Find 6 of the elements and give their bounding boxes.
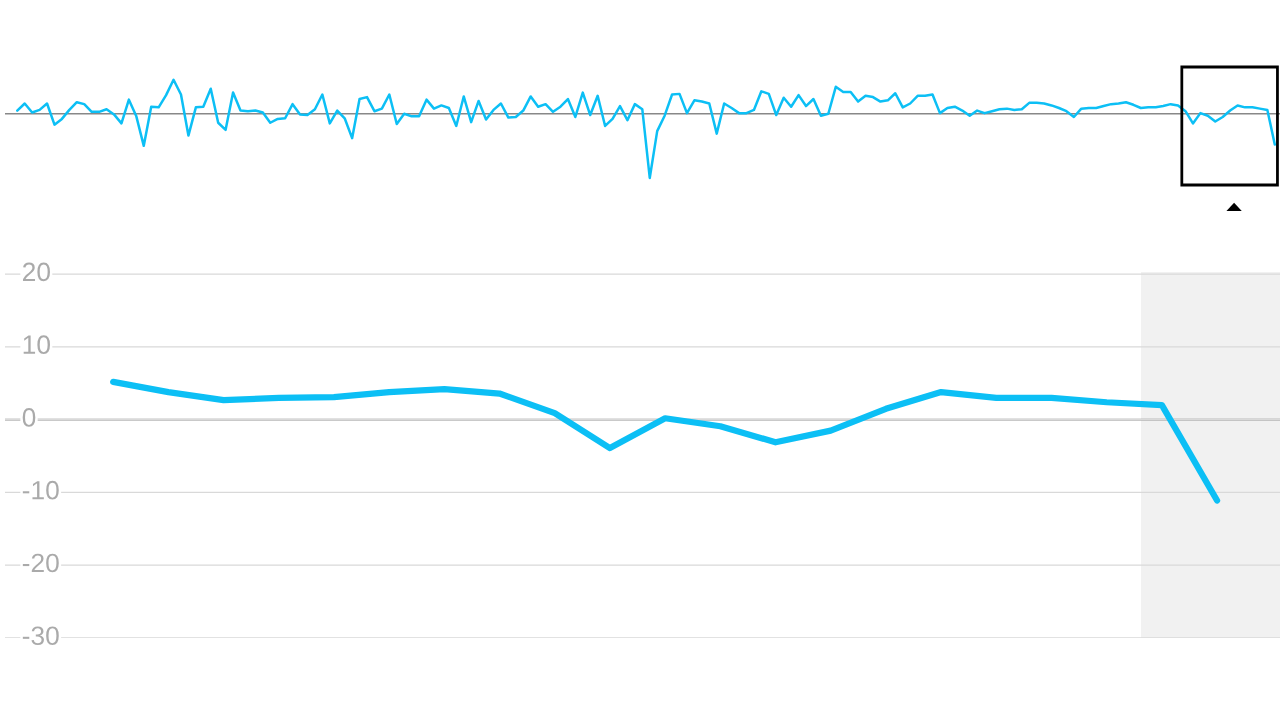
- y-tick-label: 10: [23, 335, 50, 355]
- y-tick-label: -10: [22, 480, 59, 500]
- y-tick-label: 20: [22, 262, 50, 282]
- y-tick-label: -30: [22, 626, 59, 646]
- y-tick-label: -20: [22, 553, 59, 573]
- y-tick-label: 0: [22, 408, 36, 427]
